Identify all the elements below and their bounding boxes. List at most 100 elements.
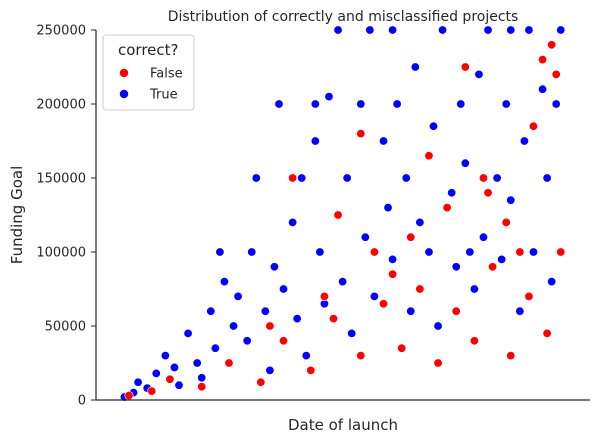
data-point-true	[506, 195, 516, 205]
data-point-false	[306, 365, 316, 375]
data-point-false	[478, 173, 488, 183]
data-point-true	[524, 25, 534, 35]
data-point-true	[215, 247, 225, 257]
legend-title: correct?	[118, 41, 178, 59]
data-point-false	[501, 217, 511, 227]
data-point-false	[356, 129, 366, 139]
data-point-true	[183, 328, 193, 338]
data-point-true	[310, 99, 320, 109]
data-point-true	[219, 277, 229, 287]
data-point-true	[301, 351, 311, 361]
data-point-true	[392, 99, 402, 109]
data-point-true	[478, 232, 488, 242]
data-point-false	[551, 69, 561, 79]
data-point-false	[524, 291, 534, 301]
data-point-true	[369, 291, 379, 301]
data-point-true	[338, 277, 348, 287]
data-point-false	[424, 151, 434, 161]
data-point-false	[547, 40, 557, 50]
legend-label-false: False	[150, 67, 183, 82]
data-point-true	[483, 25, 493, 35]
data-point-true	[333, 25, 343, 35]
data-point-true	[315, 247, 325, 257]
data-point-true	[265, 365, 275, 375]
data-point-false	[147, 386, 157, 396]
data-point-true	[174, 380, 184, 390]
data-point-true	[506, 25, 516, 35]
data-point-false	[433, 358, 443, 368]
data-point-true	[433, 321, 443, 331]
data-point-true	[356, 99, 366, 109]
data-point-false	[279, 336, 289, 346]
y-tick-label: 150000	[36, 172, 86, 187]
legend-marker-false	[119, 68, 129, 78]
data-point-false	[397, 343, 407, 353]
data-point-true	[365, 25, 375, 35]
data-point-true	[492, 173, 502, 183]
data-point-false	[319, 291, 329, 301]
data-point-true	[501, 99, 511, 109]
data-point-true	[342, 173, 352, 183]
data-point-true	[469, 284, 479, 294]
y-axis-ticks: 0 50000 100000 150000 200000 250000	[36, 24, 96, 409]
data-point-true	[538, 84, 548, 94]
data-point-false	[415, 284, 425, 294]
data-point-true	[169, 362, 179, 372]
data-point-true	[242, 336, 252, 346]
data-point-true	[451, 262, 461, 272]
data-point-true	[160, 351, 170, 361]
data-point-true	[192, 358, 202, 368]
data-point-true	[279, 284, 289, 294]
data-point-true	[424, 247, 434, 257]
series-false	[124, 40, 566, 401]
data-point-true	[297, 173, 307, 183]
y-axis-title: Funding Goal	[8, 166, 26, 264]
data-point-true	[528, 247, 538, 257]
data-point-false	[124, 391, 134, 401]
data-point-true	[233, 291, 243, 301]
data-point-true	[551, 99, 561, 109]
data-point-true	[415, 217, 425, 227]
data-point-true	[292, 314, 302, 324]
data-point-true	[379, 136, 389, 146]
data-point-true	[438, 25, 448, 35]
data-point-false	[515, 247, 525, 257]
data-point-false	[556, 247, 566, 257]
data-point-true	[410, 62, 420, 72]
data-point-true	[519, 136, 529, 146]
data-point-true	[556, 25, 566, 35]
legend: correct? False True	[102, 34, 195, 111]
data-point-false	[442, 203, 452, 213]
data-point-true	[401, 173, 411, 183]
data-point-true	[247, 247, 257, 257]
data-point-false	[329, 314, 339, 324]
data-point-true	[133, 377, 143, 387]
data-point-true	[197, 373, 207, 383]
data-point-true	[447, 188, 457, 198]
data-point-true	[547, 277, 557, 287]
data-point-true	[260, 306, 270, 316]
data-point-true	[515, 306, 525, 316]
data-point-true	[497, 254, 507, 264]
x-axis-title: Date of launch	[288, 416, 398, 434]
data-point-true	[210, 343, 220, 353]
data-point-true	[288, 217, 298, 227]
legend-marker-true	[119, 89, 129, 99]
y-tick-label: 0	[78, 394, 86, 409]
data-point-false	[528, 121, 538, 131]
legend-entries: False True	[119, 67, 183, 103]
data-point-true	[460, 158, 470, 168]
data-point-true	[474, 69, 484, 79]
data-point-true	[347, 328, 357, 338]
data-point-true	[206, 306, 216, 316]
data-point-false	[460, 62, 470, 72]
data-point-false	[451, 306, 461, 316]
data-point-true	[388, 25, 398, 35]
data-point-false	[165, 374, 175, 384]
data-point-true	[269, 262, 279, 272]
data-point-false	[369, 247, 379, 257]
data-point-false	[333, 210, 343, 220]
data-point-true	[229, 321, 239, 331]
y-tick-label: 100000	[36, 246, 86, 261]
